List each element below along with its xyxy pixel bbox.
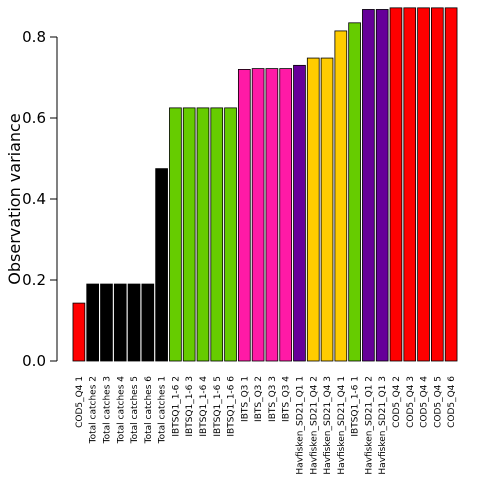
bar [279,68,293,362]
x-category-label: Havfisken_SD21_Q4 1 [337,376,347,475]
x-category-label: IBTSQ1_1-6 5 [213,376,223,437]
y-tick-label: 0.6 [22,109,46,127]
x-category-label: Total catches 3 [102,376,112,444]
bar [320,57,334,362]
bar [100,283,113,362]
bar [293,64,306,362]
x-category-label: IBTSQ1_1-6 3 [185,376,195,437]
bar [389,7,403,362]
x-category-label: IBTSQ1_1-6 2 [171,376,181,437]
bar [196,107,210,362]
bar [72,302,86,362]
y-tick-label: 0.2 [22,271,46,289]
x-category-label: Havfisken_SD21_Q4 2 [309,376,319,475]
bar [265,68,279,362]
bar [113,283,127,362]
x-category-label: IBTS_Q3 4 [282,376,292,422]
x-category-label: Havfisken_SD21_Q4 3 [323,376,333,475]
bar [334,30,348,362]
x-category-label: Havfisken_SD21_Q1 2 [364,376,374,475]
x-category-label: COD5_Q4 6 [447,376,457,428]
bar [444,7,458,362]
x-category-label: Total catches 4 [116,376,126,445]
y-tick-label: 0.0 [22,352,46,370]
x-category-label: IBTSQ1_1-6 6 [227,376,237,437]
x-category-label: Total catches 1 [158,376,168,444]
x-category-label: COD5_Q4 5 [433,376,443,428]
x-category-label: IBTSQ1_1-6 4 [199,376,209,437]
x-category-label: IBTS_Q3 1 [240,376,250,422]
bar [127,283,141,362]
x-category-label: Total catches 5 [130,376,140,444]
y-tick-label: 0.4 [22,190,46,208]
y-axis-title: Observation variance [5,113,24,284]
y-axis: 0.0 0.2 0.4 0.6 0.8 [22,28,58,370]
bar [348,22,361,362]
x-category-label: Total catches 6 [144,376,154,445]
bar [417,7,430,362]
x-category-label: Havfisken_SD21_Q1 3 [378,376,388,475]
bars [72,7,458,362]
x-category-label: COD5_Q4 2 [392,376,402,428]
x-category-label: COD5_Q4 1 [75,376,85,428]
bar [141,283,155,362]
bar [155,168,168,362]
bar [403,7,417,362]
x-category-label: Total catches 2 [89,376,99,444]
bar [237,69,251,362]
x-category-label: IBTSQ1_1-6 1 [351,376,361,437]
bar [362,9,375,362]
x-category-label: IBTS_Q3 2 [254,376,264,422]
bar [210,107,224,362]
bar [251,68,265,362]
bar [86,283,100,362]
x-category-label: Havfisken_SD21_Q1 1 [295,376,305,475]
bar [375,9,389,362]
x-category-label: IBTS_Q3 3 [268,376,278,422]
x-category-label: COD5_Q4 4 [420,376,430,428]
bar [224,107,237,362]
x-category-label: COD5_Q4 3 [406,376,416,428]
y-tick-label: 0.8 [22,28,46,46]
bar [169,107,182,362]
bar [306,57,320,362]
x-axis-category-labels: COD5_Q4 1 Total catches 2 Total catches 3 T… [75,376,457,475]
bar [182,107,196,362]
bar [430,7,444,362]
